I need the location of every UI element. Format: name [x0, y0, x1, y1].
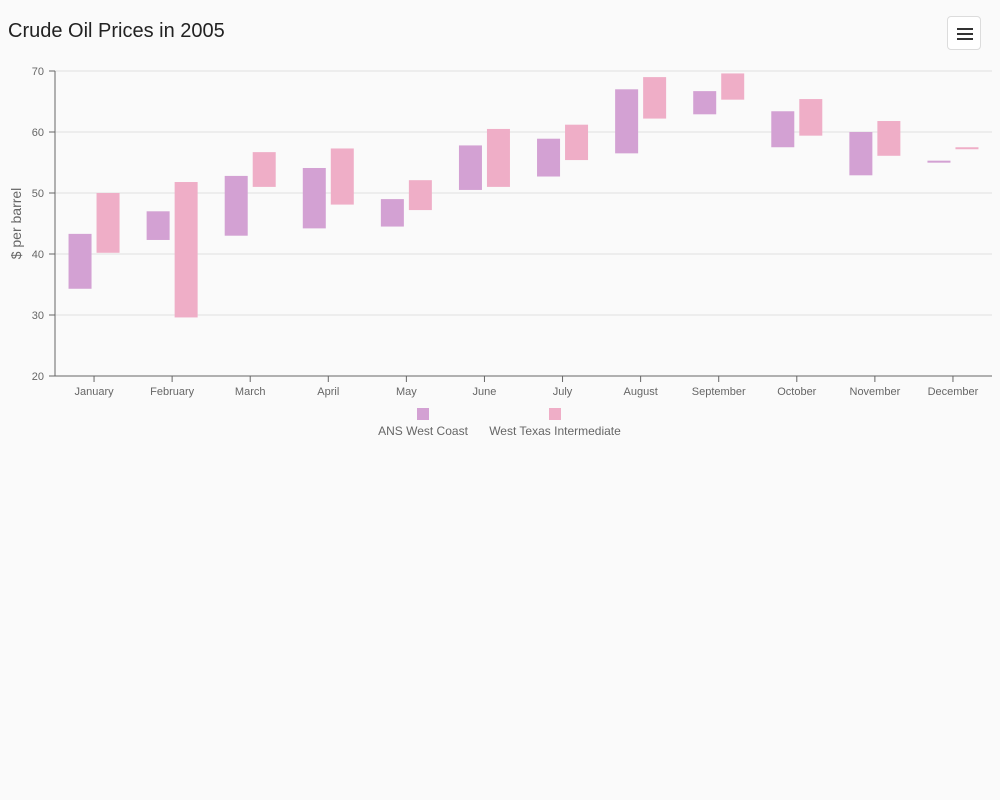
- bar-west-texas-intermediate-april[interactable]: [330, 148, 354, 205]
- legend-label[interactable]: ANS West Coast: [378, 424, 468, 438]
- bar-ans-west-coast-september[interactable]: [693, 91, 717, 115]
- bar-west-texas-intermediate-february[interactable]: [174, 182, 198, 318]
- x-tick-label: September: [692, 386, 746, 398]
- x-tick-label: August: [624, 386, 658, 398]
- x-tick-label: February: [150, 386, 195, 398]
- legend[interactable]: ANS West Coast West Texas Intermediate: [378, 408, 621, 438]
- x-tick-label: June: [473, 386, 497, 398]
- x-tick-label: December: [928, 386, 979, 398]
- hamburger-menu-icon[interactable]: [947, 16, 981, 50]
- y-tick-label: 20: [32, 371, 44, 383]
- y-tick-label: 50: [32, 188, 44, 200]
- bar-ans-west-coast-october[interactable]: [771, 111, 795, 148]
- bar-west-texas-intermediate-may[interactable]: [408, 180, 432, 211]
- x-tick-label: October: [777, 386, 816, 398]
- bars-layer: [68, 73, 979, 318]
- bar-ans-west-coast-march[interactable]: [224, 175, 248, 236]
- y-axis-title: $ per barrel: [8, 188, 24, 260]
- bar-ans-west-coast-january[interactable]: [68, 233, 92, 289]
- grid-layer: [55, 70, 992, 316]
- chart-title: Crude Oil Prices in 2005: [8, 20, 225, 42]
- bar-west-texas-intermediate-july[interactable]: [565, 124, 589, 161]
- x-tick-label: April: [317, 386, 339, 398]
- bar-west-texas-intermediate-august[interactable]: [643, 77, 667, 119]
- chart-svg: 20 30 40 50 60 70 $ per barrel January February M…: [8, 66, 992, 438]
- bar-west-texas-intermediate-september[interactable]: [721, 73, 745, 100]
- legend-swatch[interactable]: [417, 408, 429, 420]
- x-tick-label: May: [396, 386, 417, 398]
- menu-line: [957, 38, 973, 40]
- bar-ans-west-coast-july[interactable]: [537, 138, 561, 177]
- bar-west-texas-intermediate-january[interactable]: [96, 193, 120, 253]
- y-tick-label: 60: [32, 127, 44, 139]
- bar-ans-west-coast-june[interactable]: [458, 145, 482, 190]
- y-tick-label: 70: [32, 66, 44, 78]
- bar-ans-west-coast-december[interactable]: [927, 160, 951, 163]
- bar-west-texas-intermediate-december[interactable]: [955, 147, 979, 150]
- axis-layer: 20 30 40 50 60 70 $ per barrel January February M…: [8, 66, 992, 398]
- bar-ans-west-coast-november[interactable]: [849, 132, 873, 176]
- x-tick-label: July: [553, 386, 573, 398]
- x-tick-label: November: [850, 386, 901, 398]
- bar-west-texas-intermediate-october[interactable]: [799, 99, 823, 136]
- y-tick-label: 30: [32, 310, 44, 322]
- y-tick-label: 40: [32, 249, 44, 261]
- menu-line: [957, 28, 973, 30]
- bar-ans-west-coast-may[interactable]: [380, 199, 404, 227]
- bar-west-texas-intermediate-november[interactable]: [877, 121, 901, 156]
- x-tick-label: January: [74, 386, 114, 398]
- bar-ans-west-coast-april[interactable]: [302, 167, 326, 229]
- bar-ans-west-coast-august[interactable]: [615, 89, 639, 154]
- bar-west-texas-intermediate-june[interactable]: [486, 128, 510, 187]
- legend-swatch[interactable]: [549, 408, 561, 420]
- bar-west-texas-intermediate-march[interactable]: [252, 152, 276, 187]
- menu-line: [957, 33, 973, 35]
- legend-label[interactable]: West Texas Intermediate: [489, 424, 621, 438]
- bar-ans-west-coast-february[interactable]: [146, 211, 170, 240]
- x-tick-label: March: [235, 386, 266, 398]
